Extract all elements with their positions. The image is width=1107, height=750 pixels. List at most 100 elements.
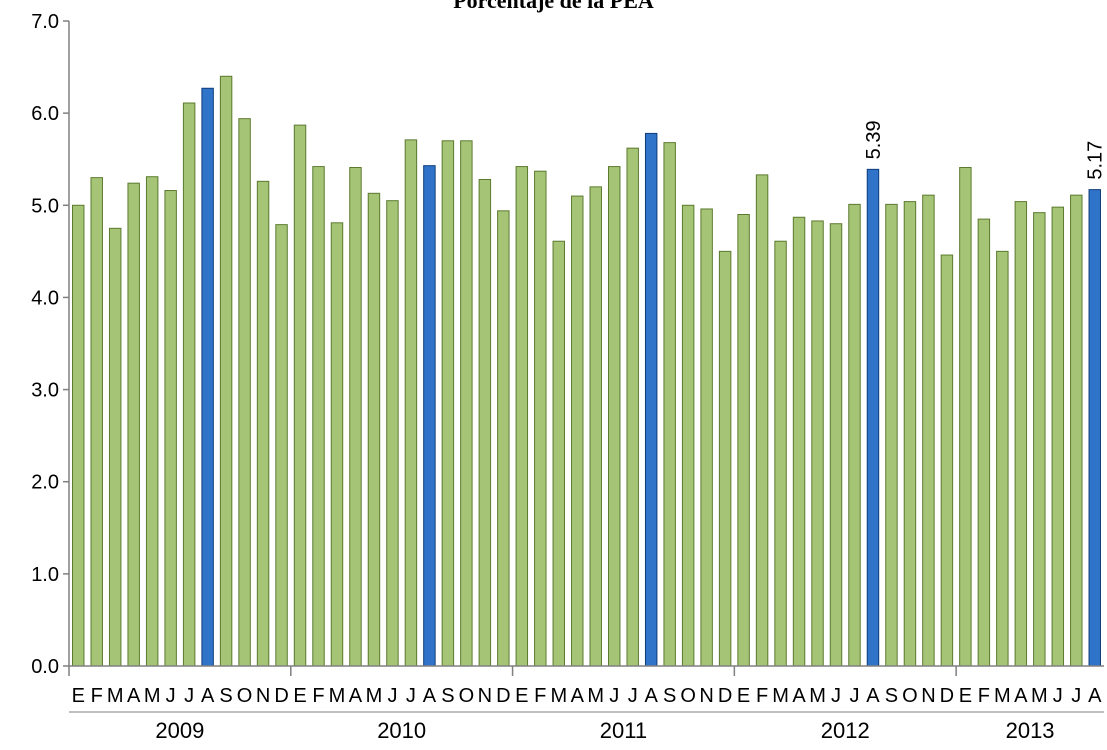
x-tick-label: J xyxy=(609,685,619,707)
bar xyxy=(349,167,362,667)
x-tick-label: D xyxy=(718,685,732,707)
bar xyxy=(293,124,307,667)
x-tick-label: J xyxy=(406,685,416,707)
bar xyxy=(718,250,732,667)
bar xyxy=(996,250,1009,667)
x-tick-label: N xyxy=(478,685,492,707)
x-tick-label: M xyxy=(107,685,124,707)
x-tick-label: A xyxy=(1014,685,1028,707)
x-tick-label: E xyxy=(515,685,528,707)
x-tick-label: M xyxy=(329,685,346,707)
x-tick-label: J xyxy=(184,685,194,707)
bar xyxy=(367,192,381,667)
bar xyxy=(626,147,639,667)
x-tick-label: A xyxy=(571,685,585,707)
bar xyxy=(755,174,769,667)
bar xyxy=(922,194,935,667)
y-tick-label: 0.0 xyxy=(31,656,59,678)
bar xyxy=(127,182,140,667)
y-tick-label: 7.0 xyxy=(31,11,59,33)
bar xyxy=(811,220,824,667)
bar xyxy=(238,118,251,667)
x-tick-label: N xyxy=(256,685,270,707)
x-tick-label: A xyxy=(1088,685,1102,707)
bar xyxy=(977,218,991,667)
x-tick-label: A xyxy=(645,685,659,707)
x-tick-label: F xyxy=(534,685,546,707)
bar xyxy=(90,177,103,667)
bar xyxy=(552,240,566,667)
x-tick-label: S xyxy=(663,685,676,707)
x-tick-label: E xyxy=(959,685,972,707)
x-tick-label: M xyxy=(550,685,567,707)
bar xyxy=(1014,201,1028,667)
x-tick-label: J xyxy=(831,685,841,707)
x-tick-label: M xyxy=(994,685,1011,707)
bar xyxy=(497,210,510,667)
x-tick-label: E xyxy=(72,685,85,707)
x-group-label: 2013 xyxy=(1006,718,1055,743)
data-label: 5.17 xyxy=(1085,141,1107,180)
x-tick-label: A xyxy=(423,685,437,707)
bar xyxy=(571,195,584,667)
bar-highlight xyxy=(644,132,658,667)
x-tick-label: J xyxy=(849,685,859,707)
x-tick-label: O xyxy=(459,685,475,707)
y-tick-label: 2.0 xyxy=(31,472,59,494)
bar xyxy=(404,139,418,667)
bar xyxy=(737,214,750,667)
bar xyxy=(940,254,954,667)
x-tick-label: A xyxy=(866,685,880,707)
x-tick-label: D xyxy=(940,685,954,707)
bar xyxy=(774,240,787,667)
bar xyxy=(959,167,972,667)
bar xyxy=(460,140,473,667)
bar xyxy=(72,204,85,667)
bar xyxy=(1051,206,1065,667)
x-group-label: 2009 xyxy=(155,718,204,743)
x-tick-label: J xyxy=(1071,685,1081,707)
x-tick-label: F xyxy=(312,685,324,707)
x-tick-label: A xyxy=(127,685,141,707)
bar xyxy=(589,186,602,667)
x-tick-label: J xyxy=(166,685,176,707)
x-tick-label: O xyxy=(237,685,253,707)
x-tick-label: F xyxy=(756,685,768,707)
x-tick-label: J xyxy=(387,685,397,707)
x-tick-label: J xyxy=(628,685,638,707)
x-tick-label: E xyxy=(737,685,750,707)
bar xyxy=(903,201,917,667)
x-tick-label: M xyxy=(144,685,161,707)
bar-highlight xyxy=(866,168,880,667)
bar xyxy=(441,140,455,667)
y-tick-label: 4.0 xyxy=(31,287,59,309)
chart-title: Porcentaje de la PEA xyxy=(453,0,654,13)
bar xyxy=(164,190,177,667)
bar xyxy=(386,200,399,667)
x-tick-label: S xyxy=(885,685,898,707)
bar-highlight xyxy=(201,87,214,667)
y-tick-label: 3.0 xyxy=(31,380,59,402)
bar xyxy=(256,180,270,667)
bar xyxy=(1033,212,1046,667)
bar xyxy=(829,223,843,667)
y-tick-label: 5.0 xyxy=(31,195,59,217)
x-tick-label: O xyxy=(902,685,918,707)
bar xyxy=(848,203,861,667)
bar xyxy=(885,203,898,667)
y-tick-label: 1.0 xyxy=(31,564,59,586)
x-group-label: 2010 xyxy=(377,718,426,743)
bar xyxy=(792,216,806,667)
x-tick-label: M xyxy=(809,685,826,707)
x-tick-label: D xyxy=(274,685,288,707)
bar xyxy=(219,75,233,667)
x-tick-label: M xyxy=(772,685,789,707)
x-tick-label: D xyxy=(496,685,510,707)
y-tick-label: 6.0 xyxy=(31,103,59,125)
x-tick-label: O xyxy=(680,685,696,707)
bar xyxy=(312,166,325,667)
x-tick-label: A xyxy=(201,685,215,707)
bar xyxy=(108,227,122,667)
x-tick-label: S xyxy=(219,685,232,707)
